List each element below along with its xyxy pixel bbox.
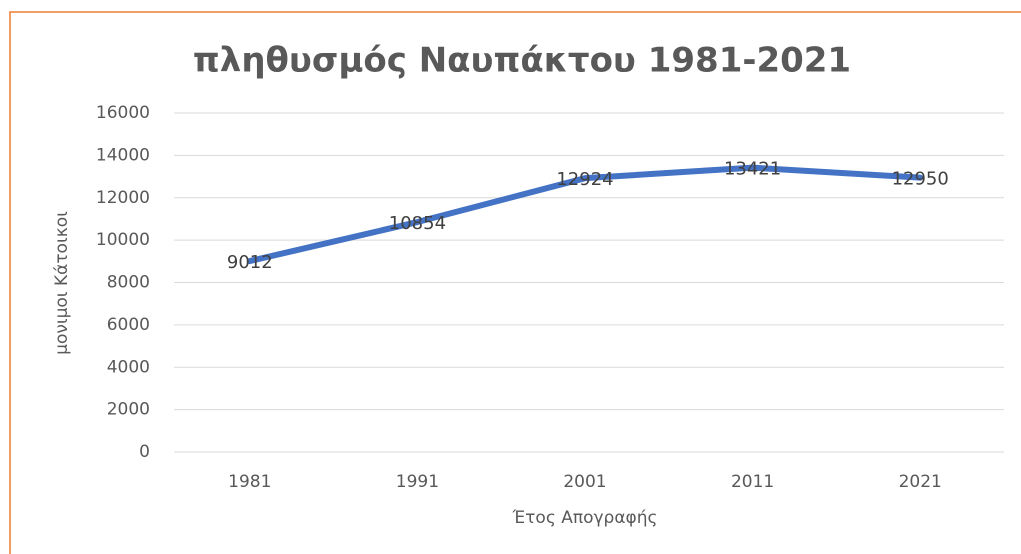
y-tick-label: 14000 [96,145,150,165]
y-tick-label: 2000 [107,400,150,420]
x-tick-label: 2021 [899,472,942,492]
data-label: 12924 [556,169,613,190]
y-tick-label: 0 [139,442,150,462]
data-label: 10854 [389,213,446,234]
x-tick-label: 2001 [563,472,606,492]
y-tick-label: 8000 [107,273,150,293]
chart-title: πληθυσμός Ναυπάκτου 1981-2021 [193,41,851,81]
y-axis-label: μονιμοι Κάτοικοι [52,211,72,355]
x-tick-label: 1991 [396,472,439,492]
data-label: 13421 [724,159,781,180]
y-tick-label: 16000 [96,103,150,123]
x-tick-label: 2011 [731,472,774,492]
y-tick-label: 10000 [96,230,150,250]
x-tick-label: 1981 [228,472,271,492]
line-series [246,164,924,265]
data-label: 9012 [227,252,273,273]
y-tick-label: 4000 [107,357,150,377]
x-axis-label: Έτος Απογραφής [512,508,658,528]
y-tick-label: 6000 [107,315,150,335]
y-tick-label: 12000 [96,188,150,208]
data-label: 12950 [892,169,949,190]
